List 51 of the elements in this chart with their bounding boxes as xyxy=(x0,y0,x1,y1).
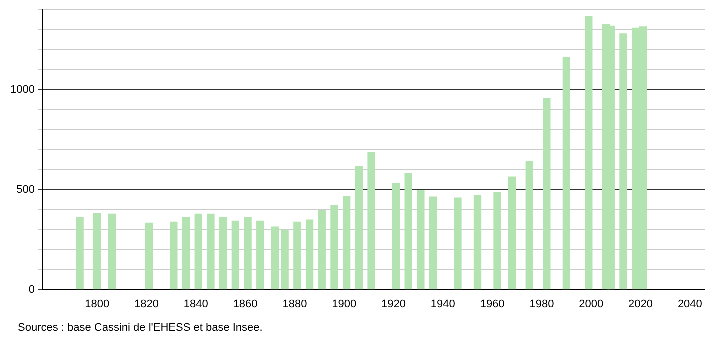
bar xyxy=(94,214,102,290)
bar xyxy=(526,161,534,290)
bar xyxy=(494,192,502,290)
bar xyxy=(474,194,482,290)
bar xyxy=(145,222,154,290)
bar xyxy=(232,220,240,290)
bar xyxy=(294,222,302,290)
bar xyxy=(543,98,551,290)
x-tick-label: 2040 xyxy=(678,298,702,310)
x-tick-label: 1940 xyxy=(430,298,456,310)
x-tick-label: 2000 xyxy=(579,298,604,310)
x-tick-label: 1900 xyxy=(332,298,357,310)
bar xyxy=(404,174,412,290)
bar xyxy=(207,214,215,290)
bar xyxy=(76,218,84,290)
bar xyxy=(454,198,462,290)
bar xyxy=(170,222,178,290)
bar xyxy=(281,230,289,290)
bar xyxy=(244,217,252,290)
bar xyxy=(194,214,202,290)
bar xyxy=(368,152,376,290)
bar xyxy=(271,226,280,290)
bar xyxy=(318,210,326,290)
bar xyxy=(585,16,593,290)
x-tick-label: 1800 xyxy=(85,298,110,310)
y-tick-label: 500 xyxy=(16,184,35,196)
bar xyxy=(108,214,116,290)
bar xyxy=(562,57,570,290)
y-tick-label: 0 xyxy=(28,284,35,296)
bar xyxy=(330,205,338,290)
x-tick-label: 1980 xyxy=(530,298,554,310)
bar xyxy=(306,220,314,290)
bar xyxy=(355,166,364,290)
bar xyxy=(429,196,438,290)
bar xyxy=(343,196,351,290)
bar xyxy=(417,190,425,290)
x-tick-label: 1960 xyxy=(480,298,505,310)
bar xyxy=(508,176,516,290)
x-tick-label: 1880 xyxy=(282,298,308,310)
bar xyxy=(182,217,190,290)
x-tick-label: 1920 xyxy=(382,298,406,310)
bar xyxy=(620,34,628,290)
bar xyxy=(256,220,264,290)
bar xyxy=(219,217,228,290)
x-tick-label: 1820 xyxy=(134,298,159,310)
bar xyxy=(392,183,400,290)
y-tick-label: 1000 xyxy=(10,84,35,96)
x-tick-label: 1860 xyxy=(233,298,258,310)
x-tick-label: 1840 xyxy=(184,298,208,310)
x-tick-label: 2020 xyxy=(628,298,654,310)
source-note: Sources : base Cassini de l'EHESS et base Insee. xyxy=(18,322,263,334)
